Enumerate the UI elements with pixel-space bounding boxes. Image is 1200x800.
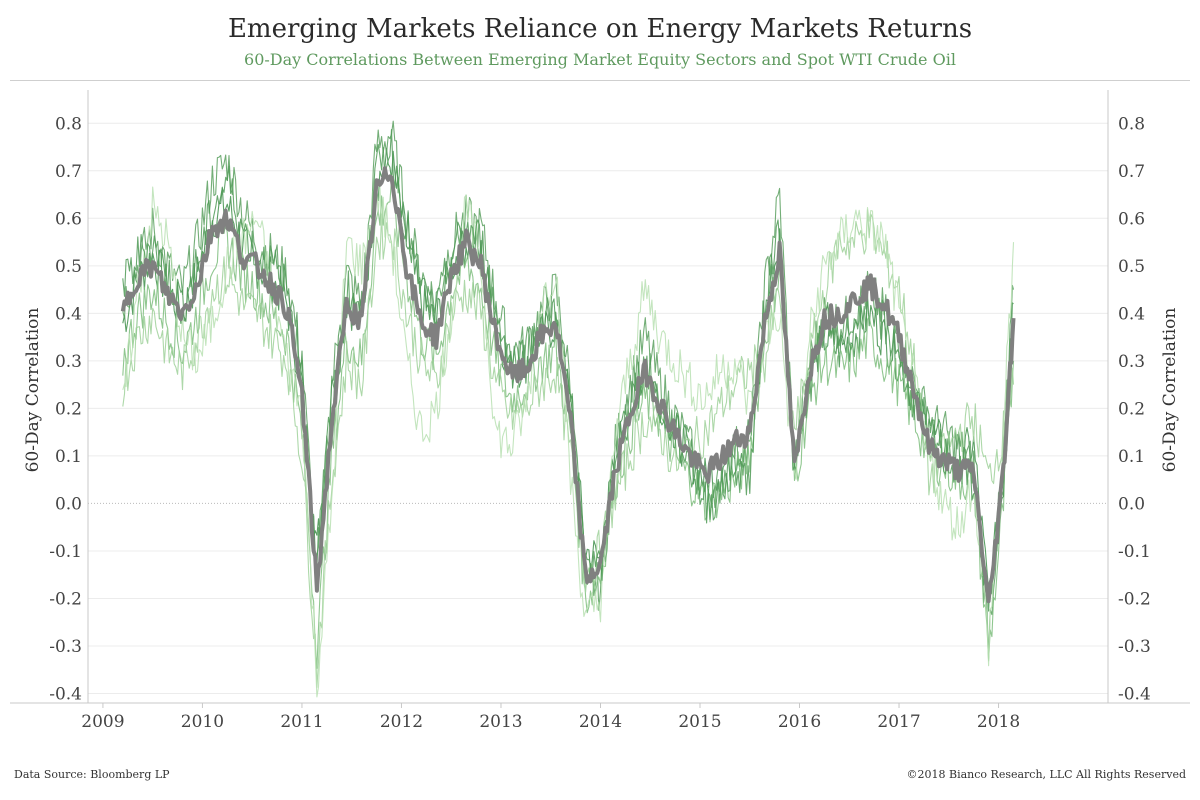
chart-subtitle: 60-Day Correlations Between Emerging Mar… — [244, 50, 956, 69]
x-tick-label: 2009 — [81, 712, 124, 732]
y-tick-label-left: -0.1 — [49, 542, 82, 562]
y-tick-label-left: 0.7 — [55, 162, 82, 182]
y-tick-label-right: 0.5 — [1118, 257, 1145, 277]
series-line-sector-4 — [122, 209, 1015, 688]
y-tick-label-left: 0.2 — [55, 399, 82, 419]
x-tick-label: 2017 — [877, 712, 920, 732]
x-axis-ticks: 2009 2010 2011 2012 2013 2014 2015 2016 2017 2018 — [81, 703, 1020, 732]
y-tick-label-right: 0.6 — [1118, 209, 1145, 229]
y-tick-label-left: -0.4 — [49, 684, 82, 704]
x-tick-label: 2016 — [778, 712, 821, 732]
y-tick-label-right: 0.4 — [1118, 304, 1145, 324]
x-tick-label: 2018 — [977, 712, 1020, 732]
y-tick-label-left: -0.2 — [49, 589, 82, 609]
x-tick-label: 2012 — [380, 712, 423, 732]
y-tick-label-right: 0.3 — [1118, 352, 1145, 372]
y-tick-label-right: 0.2 — [1118, 399, 1145, 419]
x-tick-label: 2013 — [479, 712, 522, 732]
y-tick-label-left: 0.5 — [55, 257, 82, 277]
y-axis-label-left: 60-Day Correlation — [23, 308, 43, 473]
y-tick-label-left: 0.8 — [55, 114, 82, 134]
chart-title: Emerging Markets Reliance on Energy Mark… — [227, 14, 973, 44]
y-axis-label-right: 60-Day Correlation — [1160, 308, 1180, 473]
y-tick-label-right: 0.7 — [1118, 162, 1145, 182]
title-divider — [10, 80, 1190, 81]
y-tick-label-right: -0.2 — [1118, 589, 1151, 609]
y-tick-label-right: -0.1 — [1118, 542, 1151, 562]
series-group — [120, 120, 1016, 698]
series-line-sector-6 — [122, 128, 1014, 612]
y-tick-label-left: -0.3 — [49, 637, 82, 657]
x-tick-label: 2011 — [280, 712, 323, 732]
data-source-note: Data Source: Bloomberg LP — [14, 768, 170, 781]
y-tick-label-left: 0.4 — [55, 304, 82, 324]
y-axis-left-ticks: 0.8 0.7 0.6 0.5 0.4 0.3 0.2 0.1 0.0 -0.1 -0.2 -0.3 -… — [49, 114, 82, 704]
y-tick-label-left: 0.0 — [55, 494, 82, 514]
x-tick-label: 2014 — [579, 712, 622, 732]
y-tick-label-right: -0.3 — [1118, 637, 1151, 657]
series-line-average — [120, 166, 1016, 604]
series-line-sector-1 — [122, 147, 1015, 595]
y-axis-right-ticks: 0.8 0.7 0.6 0.5 0.4 0.3 0.2 0.1 0.0 -0.1 -0.2 -0.3 -… — [1118, 114, 1151, 704]
y-tick-label-left: 0.1 — [55, 447, 82, 467]
copyright-note: ©2018 Bianco Research, LLC All Rights Re… — [906, 768, 1186, 781]
y-tick-label-right: 0.8 — [1118, 114, 1145, 134]
x-tick-label: 2010 — [181, 712, 224, 732]
y-tick-label-left: 0.6 — [55, 209, 82, 229]
y-tick-label-right: -0.4 — [1118, 684, 1151, 704]
y-tick-label-right: 0.0 — [1118, 494, 1145, 514]
x-tick-label: 2015 — [678, 712, 721, 732]
y-tick-label-right: 0.1 — [1118, 447, 1145, 467]
y-tick-label-left: 0.3 — [55, 352, 82, 372]
